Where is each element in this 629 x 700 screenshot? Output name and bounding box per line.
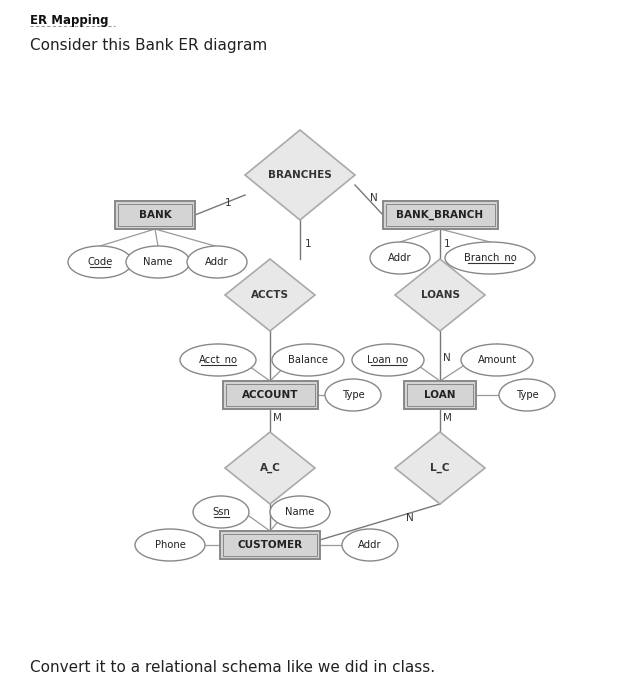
Ellipse shape [272,344,344,376]
Ellipse shape [352,344,424,376]
Polygon shape [245,130,355,220]
Text: Code: Code [87,257,113,267]
Text: N: N [406,513,414,523]
Text: BANK: BANK [138,210,171,220]
Text: Acct_no: Acct_no [199,354,238,365]
FancyBboxPatch shape [220,531,320,559]
Text: A_C: A_C [260,463,281,473]
Ellipse shape [461,344,533,376]
FancyBboxPatch shape [382,201,498,229]
Text: Name: Name [286,507,314,517]
Text: N: N [370,193,378,203]
Text: Addr: Addr [358,540,382,550]
FancyBboxPatch shape [404,381,476,409]
Text: Consider this Bank ER diagram: Consider this Bank ER diagram [30,38,267,53]
Text: Type: Type [516,390,538,400]
Ellipse shape [135,529,205,561]
Ellipse shape [68,246,132,278]
Ellipse shape [180,344,256,376]
Polygon shape [395,259,485,331]
Ellipse shape [187,246,247,278]
Ellipse shape [325,379,381,411]
Text: Type: Type [342,390,364,400]
Text: BRANCHES: BRANCHES [268,170,332,180]
Text: N: N [273,511,281,521]
Text: Addr: Addr [205,257,229,267]
Text: ER Mapping: ER Mapping [30,14,108,27]
Text: Addr: Addr [388,253,412,263]
Text: Loan_no: Loan_no [367,354,409,365]
Text: ACCTS: ACCTS [251,290,289,300]
Text: BANK_BRANCH: BANK_BRANCH [396,210,484,220]
Text: N: N [273,353,281,363]
Text: M: M [272,413,281,423]
Text: Convert it to a relational schema like we did in class.: Convert it to a relational schema like w… [30,660,435,675]
Text: LOANS: LOANS [421,290,460,300]
Ellipse shape [445,242,535,274]
Text: N: N [443,353,451,363]
Text: Branch_no: Branch_no [464,253,516,263]
Text: 1: 1 [225,198,231,208]
Ellipse shape [342,529,398,561]
Text: 1: 1 [443,239,450,249]
Text: L_C: L_C [430,463,450,473]
Ellipse shape [126,246,190,278]
Ellipse shape [499,379,555,411]
Ellipse shape [270,496,330,528]
Text: CUSTOMER: CUSTOMER [237,540,303,550]
Polygon shape [225,259,315,331]
Text: Balance: Balance [288,355,328,365]
Text: M: M [443,413,452,423]
FancyBboxPatch shape [223,381,318,409]
Polygon shape [395,432,485,504]
FancyBboxPatch shape [115,201,195,229]
Text: ACCOUNT: ACCOUNT [242,390,298,400]
Text: Phone: Phone [155,540,186,550]
Ellipse shape [370,242,430,274]
Text: Name: Name [143,257,173,267]
Text: LOAN: LOAN [424,390,456,400]
Text: Amount: Amount [477,355,516,365]
Text: 1: 1 [304,239,311,249]
Ellipse shape [193,496,249,528]
Text: Ssn: Ssn [212,507,230,517]
Polygon shape [225,432,315,504]
